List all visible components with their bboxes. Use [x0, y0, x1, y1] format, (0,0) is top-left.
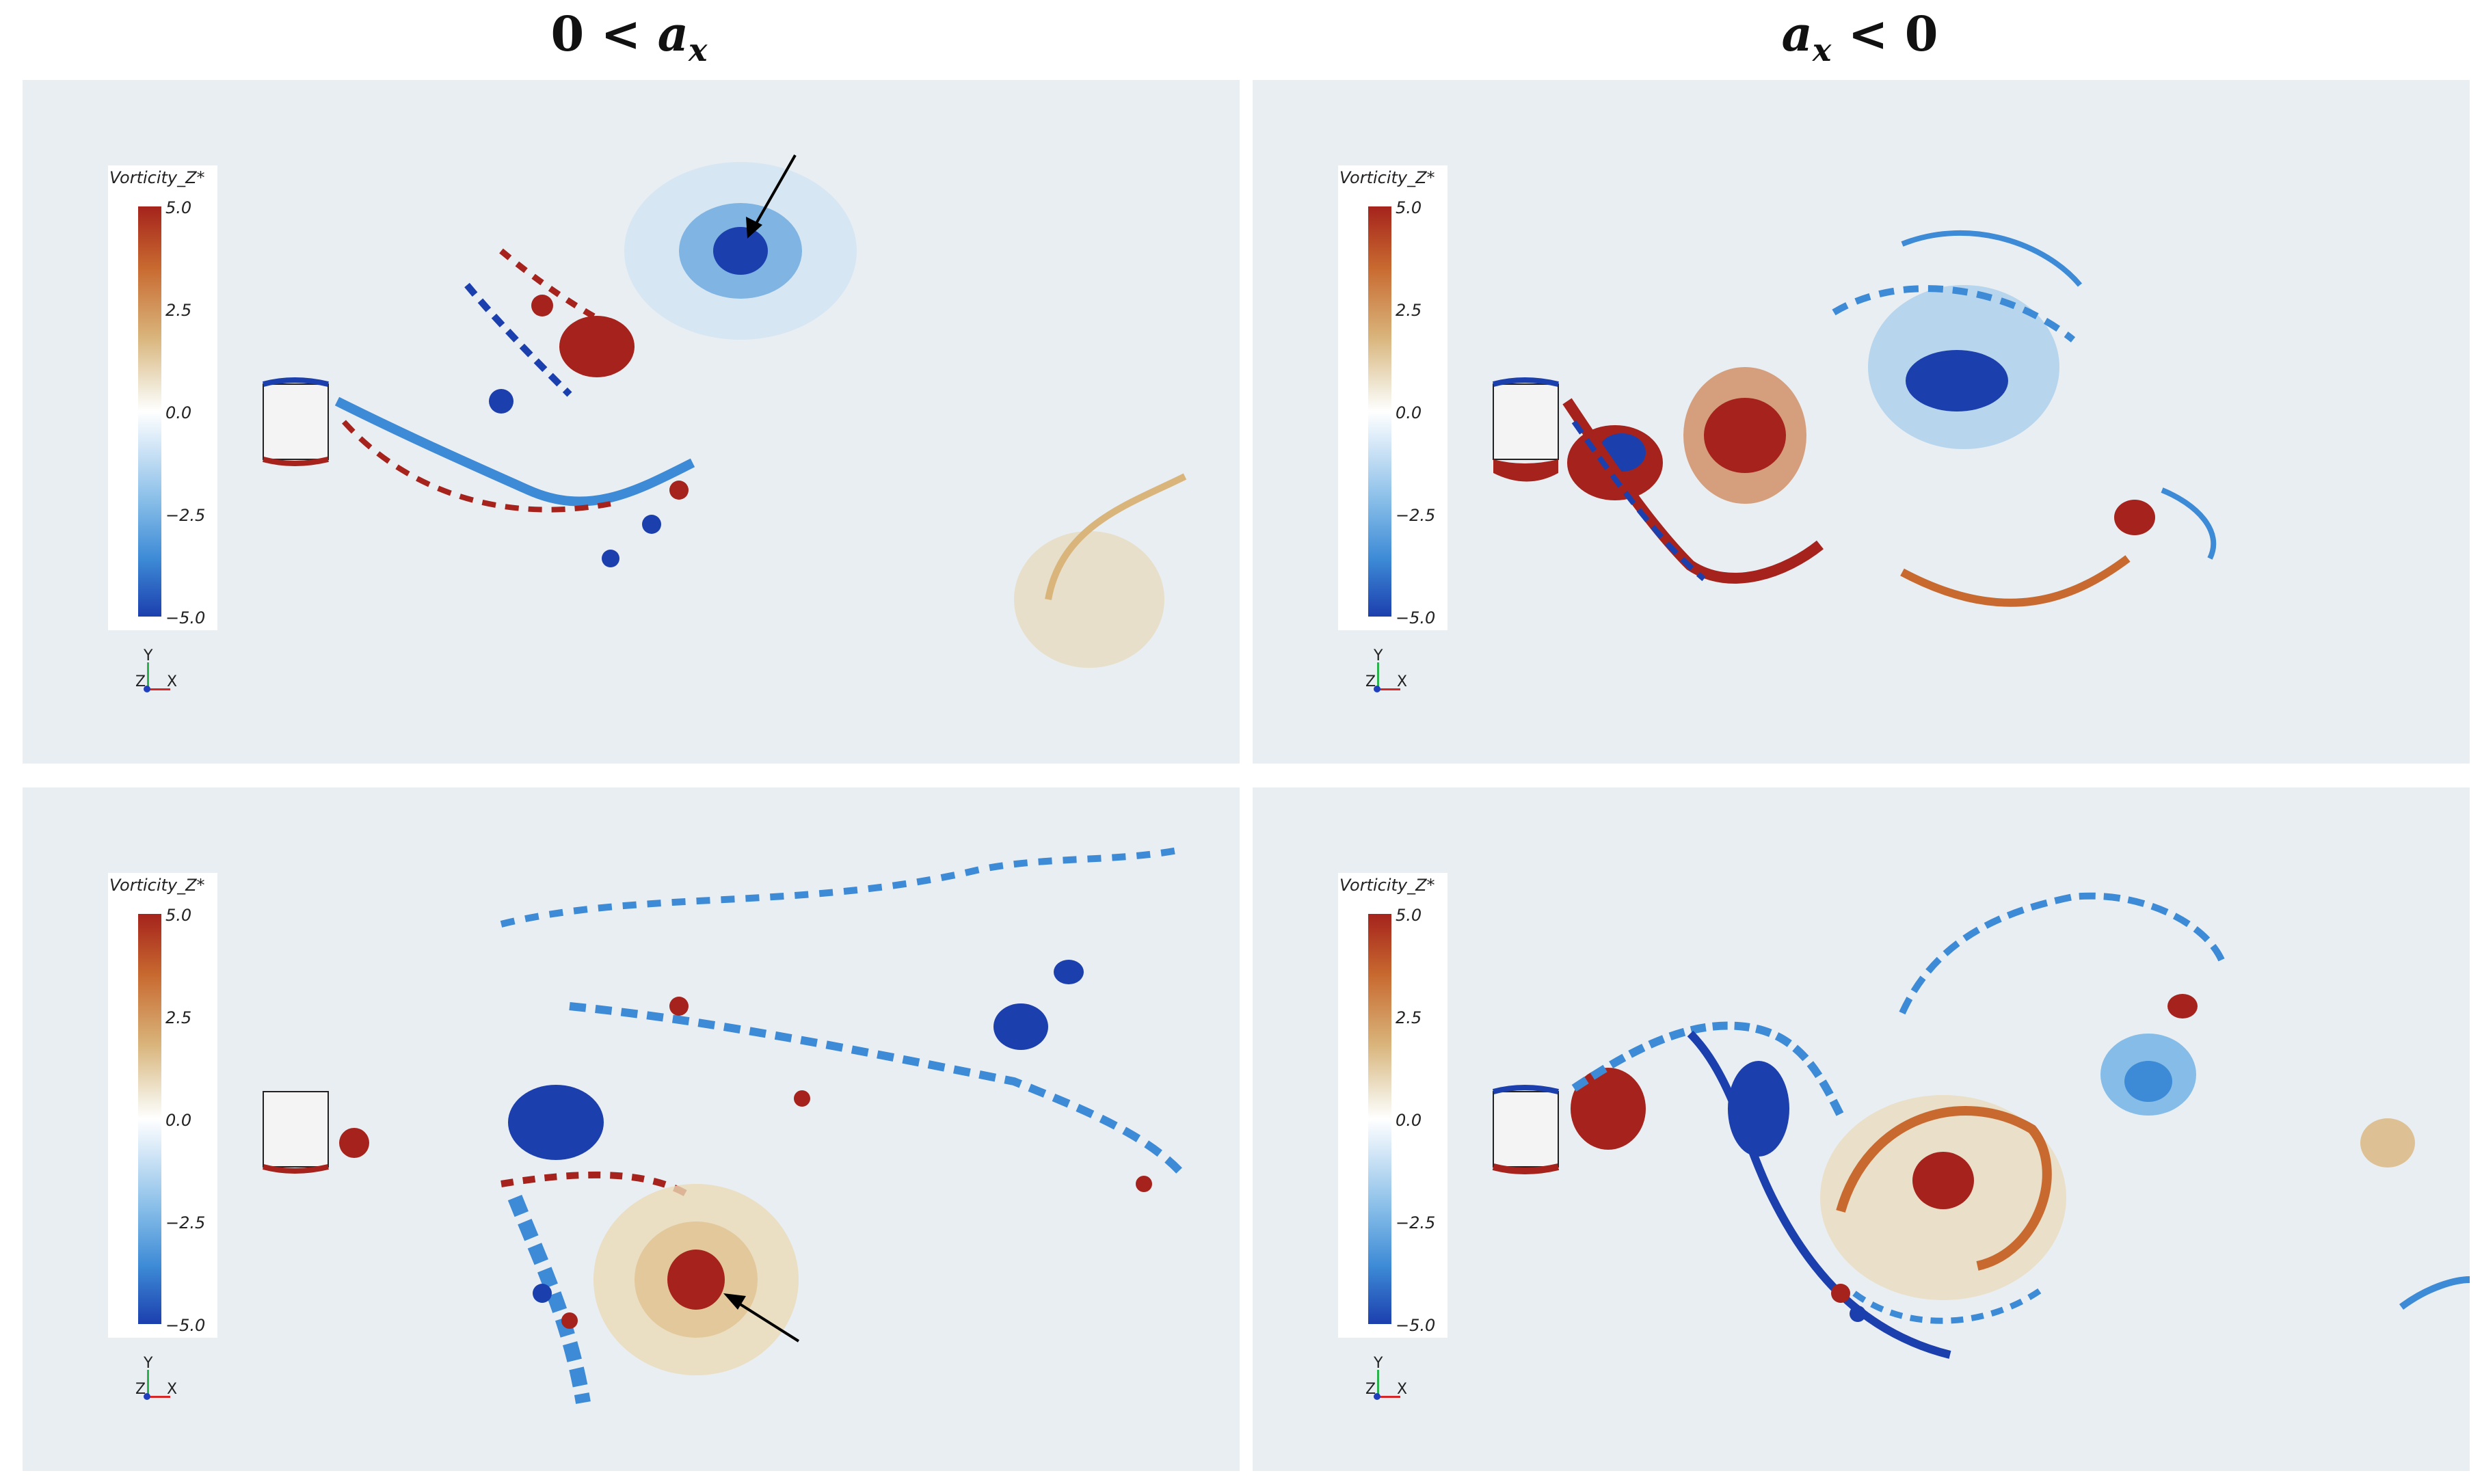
axes-triad: Y Z X	[1365, 1355, 1420, 1416]
colorbar-legend: Vorticity_Z* 5.0 2.5 0.0 −2.5 −5.0	[1338, 165, 1447, 630]
colorbar-legend: Vorticity_Z* 5.0 2.5 0.0 −2.5 −5.0	[108, 165, 217, 630]
legend-tick: −5.0	[1396, 1316, 1436, 1335]
axis-y-label: Y	[144, 1355, 153, 1372]
arrow-icon	[723, 1293, 800, 1343]
axis-z-label: Z	[1365, 1381, 1376, 1398]
legend-tick: 5.0	[165, 906, 192, 925]
column-title-right: ax < 0	[1781, 5, 1938, 68]
axis-y-label: Y	[1374, 647, 1383, 664]
axis-x-label: X	[1397, 1381, 1408, 1398]
axes-triad: Y Z X	[135, 1355, 190, 1416]
legend-title: Vorticity_Z*	[109, 168, 205, 187]
legend-tick: 5.0	[1396, 906, 1422, 925]
colorbar	[138, 914, 161, 1324]
legend-tick: −2.5	[1396, 1213, 1436, 1232]
vorticity-field	[262, 846, 1188, 1404]
colorbar-legend: Vorticity_Z* 5.0 2.5 0.0 −2.5 −5.0	[108, 873, 217, 1338]
legend-tick: −2.5	[165, 506, 206, 525]
vorticity-field	[1492, 892, 2470, 1359]
panel-top-left: Vorticity_Z* 5.0 2.5 0.0 −2.5 −5.0 Y Z X	[23, 80, 1240, 764]
legend-title: Vorticity_Z*	[1339, 168, 1435, 187]
axis-x-label: X	[1397, 673, 1408, 690]
axes-triad: Y Z X	[135, 647, 190, 709]
axis-x-label: X	[167, 673, 178, 690]
vorticity-field	[262, 154, 1187, 668]
axis-z-label: Z	[135, 1381, 146, 1398]
legend-tick: 2.5	[1396, 301, 1422, 320]
axis-x-label: X	[167, 1381, 178, 1398]
legend-tick: 2.5	[165, 301, 192, 320]
axis-y-label: Y	[1374, 1355, 1383, 1372]
legend-tick: 5.0	[1396, 198, 1422, 217]
panel-top-right: Vorticity_Z* 5.0 2.5 0.0 −2.5 −5.0 Y Z X	[1253, 80, 2470, 764]
axis-z-label: Z	[135, 673, 146, 690]
legend-tick: −2.5	[1396, 506, 1436, 525]
axes-triad: Y Z X	[1365, 647, 1420, 709]
legend-tick: −5.0	[1396, 608, 1436, 628]
axis-z-label: Z	[1365, 673, 1376, 690]
legend-tick: −5.0	[165, 608, 206, 628]
panel-bottom-left: Vorticity_Z* 5.0 2.5 0.0 −2.5 −5.0 Y Z X	[23, 787, 1240, 1471]
legend-tick: 2.5	[165, 1008, 192, 1027]
arrow-icon	[746, 154, 797, 239]
legend-title: Vorticity_Z*	[109, 876, 205, 895]
legend-tick: 2.5	[1396, 1008, 1422, 1027]
colorbar-legend: Vorticity_Z* 5.0 2.5 0.0 −2.5 −5.0	[1338, 873, 1447, 1338]
legend-tick: 0.0	[165, 1111, 192, 1130]
legend-tick: −5.0	[165, 1316, 206, 1335]
legend-tick: 0.0	[1396, 403, 1422, 422]
legend-tick: 0.0	[165, 403, 192, 422]
column-title-left: 0 < ax	[550, 5, 708, 68]
colorbar	[1368, 206, 1391, 617]
legend-tick: −2.5	[165, 1213, 206, 1232]
legend-tick: 5.0	[165, 198, 192, 217]
legend-title: Vorticity_Z*	[1339, 876, 1435, 895]
panel-bottom-right: Vorticity_Z* 5.0 2.5 0.0 −2.5 −5.0 Y Z X	[1253, 787, 2470, 1471]
axis-y-label: Y	[144, 647, 153, 664]
colorbar	[138, 206, 161, 617]
legend-tick: 0.0	[1396, 1111, 1422, 1130]
vorticity-field	[1492, 230, 2217, 607]
colorbar	[1368, 914, 1391, 1324]
